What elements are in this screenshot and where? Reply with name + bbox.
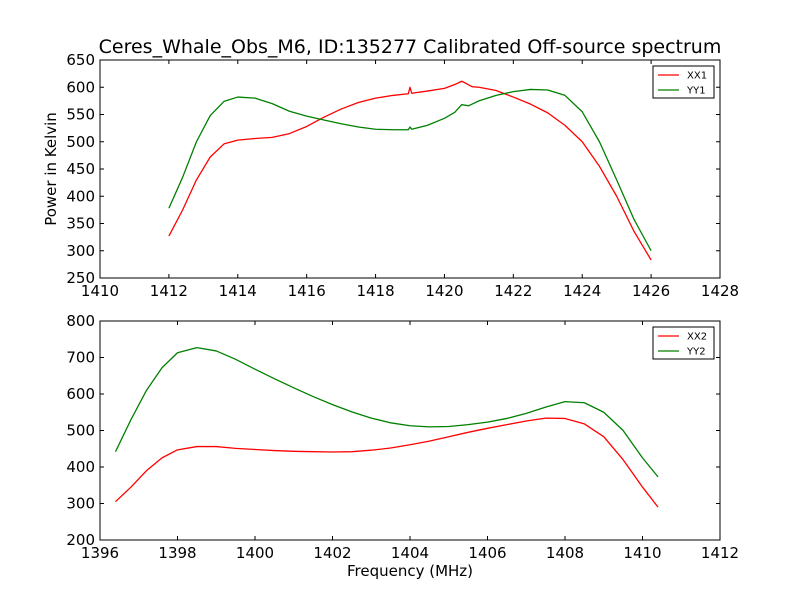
legend-box	[652, 65, 715, 99]
y-tick-label: 600	[66, 78, 95, 96]
y-tick-label: 550	[66, 106, 95, 124]
x-tick-label: 1412	[150, 282, 188, 300]
legend-label-yy2: YY2	[686, 347, 706, 358]
legend-box	[652, 326, 715, 360]
y-tick-label: 300	[66, 242, 95, 260]
legend-label-xx2: XX2	[687, 332, 707, 343]
y-tick-label: 450	[66, 160, 95, 178]
x-tick-label: 1400	[236, 544, 274, 562]
y-tick-label: 600	[66, 385, 95, 403]
x-tick-label: 1414	[219, 282, 257, 300]
series-line-yy1	[168, 88, 652, 252]
x-tick-label: 1410	[623, 544, 661, 562]
series-line-yy2	[114, 346, 659, 478]
y-axis-label: Power in Kelvin	[42, 112, 60, 226]
x-tick-label: 1410	[81, 282, 119, 300]
x-axis-label: Frequency (MHz)	[347, 562, 473, 580]
x-tick-label: 1402	[313, 544, 351, 562]
legend-label-yy1: YY1	[686, 86, 706, 97]
x-tick-label: 1428	[701, 282, 739, 300]
x-tick-label: 1420	[425, 282, 463, 300]
x-tick-label: 1404	[391, 544, 429, 562]
series-line-xx1	[168, 80, 652, 261]
x-tick-label: 1418	[356, 282, 394, 300]
x-tick-label: 1426	[632, 282, 670, 300]
y-tick-label: 350	[66, 215, 95, 233]
y-tick-label: 800	[66, 312, 95, 330]
plot-frame	[99, 320, 721, 541]
y-tick-label: 250	[66, 269, 95, 287]
y-tick-label: 650	[66, 51, 95, 69]
x-tick-label: 1406	[468, 544, 506, 562]
legend-label-xx1: XX1	[687, 71, 707, 82]
y-tick-label: 400	[66, 458, 95, 476]
x-tick-label: 1416	[288, 282, 326, 300]
y-tick-label: 200	[66, 531, 95, 549]
x-tick-label: 1424	[563, 282, 601, 300]
x-tick-label: 1422	[494, 282, 532, 300]
y-tick-label: 400	[66, 187, 95, 205]
y-tick-label: 500	[66, 422, 95, 440]
plot-frame	[99, 59, 721, 279]
chart-top-panel: 1410 1412 1414 1416 1418 1420 1422 1424 1426 1428…	[42, 51, 739, 300]
chart-bottom-panel: 1396 1398 1400 1402 1404 1406 1408 1410 1412 200 3…	[66, 312, 739, 580]
x-tick-label: 1412	[701, 544, 739, 562]
x-tick-label: 1398	[158, 544, 196, 562]
series-line-xx2	[115, 417, 659, 508]
figure-title: Ceres_Whale_Obs_M6, ID:135277 Calibrated…	[99, 36, 722, 58]
y-tick-label: 300	[66, 495, 95, 513]
x-tick-label: 1408	[546, 544, 584, 562]
x-tick-label: 1396	[81, 544, 119, 562]
y-tick-label: 500	[66, 133, 95, 151]
y-tick-label: 700	[66, 349, 95, 367]
